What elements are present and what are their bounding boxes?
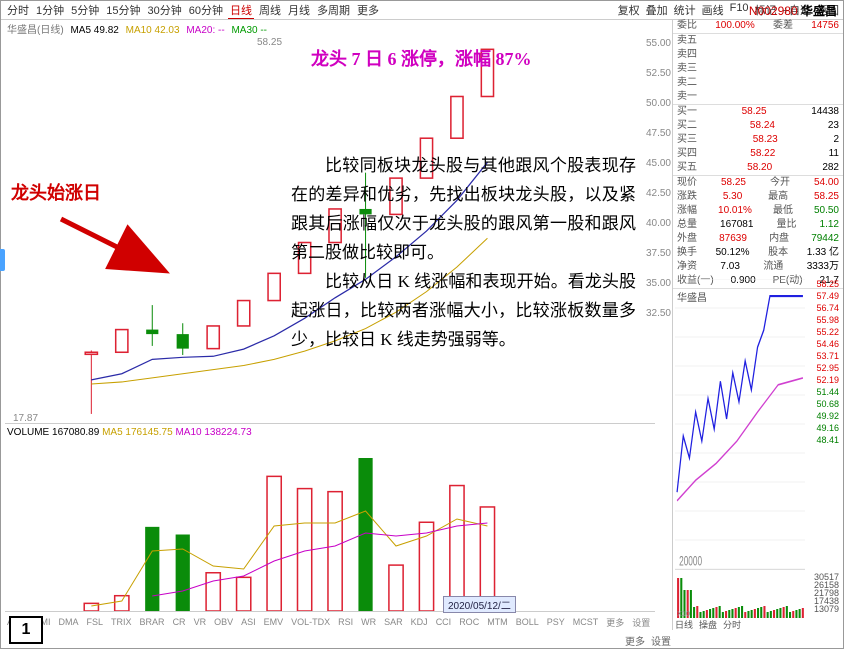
indicator-tabs: ACDDMIDMAFSLTRIXBRARCRVROBVASIEMVVOL-TDX…: [5, 614, 655, 630]
k-yaxis: 55.0052.5050.0047.5045.0042.5040.0037.50…: [639, 33, 673, 423]
indicator-PSY[interactable]: PSY: [545, 617, 567, 627]
timeframe-月线[interactable]: 月线: [286, 2, 312, 19]
mini-intraday-chart[interactable]: 20000: [675, 279, 805, 570]
timeframe-15分钟[interactable]: 15分钟: [104, 2, 142, 19]
annotation-body: 比较同板块龙头股与其他跟风个股表现存在的差异和优劣，先找出板块龙头股，以及紧跟其…: [291, 151, 636, 354]
timeframe-周线[interactable]: 周线: [257, 2, 283, 19]
indicator-WR[interactable]: WR: [359, 617, 378, 627]
indicator-VOL-TDX[interactable]: VOL-TDX: [289, 617, 332, 627]
annotation-title: 龙头 7 日 6 涨停，涨幅 87%: [311, 45, 532, 71]
quote-panel: 委比 100.00% 委差 14756 卖五卖四卖三卖二卖一 买一58.2514…: [672, 19, 843, 630]
indicator-RSI[interactable]: RSI: [336, 617, 355, 627]
timeframe-多周期[interactable]: 多周期: [315, 2, 352, 19]
toolbar-btn-统计[interactable]: 统计: [674, 2, 696, 18]
volume-header: VOLUME 167080.89 MA5 176145.75 MA10 1382…: [7, 427, 252, 438]
volume-chart[interactable]: [5, 441, 655, 612]
toolbar-btn-画线[interactable]: 画线: [702, 2, 724, 18]
date-indicator: 2020/05/12/二: [443, 596, 516, 613]
indicator-EMV[interactable]: EMV: [262, 617, 286, 627]
mini-volume-chart: X10: [675, 572, 805, 618]
indicator-KDJ[interactable]: KDJ: [409, 617, 430, 627]
indicator-TRIX[interactable]: TRIX: [109, 617, 134, 627]
annotation-label: 龙头始涨日: [11, 179, 101, 205]
indicator-更多[interactable]: 更多: [604, 616, 626, 629]
svg-text:20000: 20000: [679, 555, 702, 569]
indicator-CCI[interactable]: CCI: [434, 617, 454, 627]
stock-title: N002980 华盛昌: [749, 2, 837, 19]
indicator-ASI[interactable]: ASI: [239, 617, 258, 627]
mini-vol-yaxis: 3051726158217981743813079: [805, 572, 841, 618]
indicator-CR[interactable]: CR: [171, 617, 188, 627]
rp-bottom-tabs: 日线操盘分时: [675, 618, 841, 630]
timeframe-更多[interactable]: 更多: [355, 2, 381, 19]
timeframe-日线[interactable]: 日线: [228, 2, 254, 19]
toolbar-btn-复权[interactable]: 复权: [618, 2, 640, 18]
stock-code: 002980: [758, 4, 798, 18]
indicator-OBV[interactable]: OBV: [212, 617, 235, 627]
indicator-DMA[interactable]: DMA: [57, 617, 81, 627]
indicator-VR[interactable]: VR: [192, 617, 209, 627]
toolbar-btn-F10[interactable]: F10: [730, 2, 749, 18]
indicator-ROC[interactable]: ROC: [457, 617, 481, 627]
bottom-status: 更多 设置: [625, 632, 671, 648]
timeframe-5分钟[interactable]: 5分钟: [69, 2, 101, 19]
top-toolbar: 分时1分钟5分钟15分钟30分钟60分钟日线周线月线多周期更多 复权叠加统计画线…: [1, 1, 843, 20]
indicator-MCST[interactable]: MCST: [571, 617, 601, 627]
indicator-设置[interactable]: 设置: [630, 616, 652, 629]
indicator-MTM[interactable]: MTM: [485, 617, 510, 627]
page-number: 1: [9, 616, 43, 644]
mini-yaxis: 58.2557.4956.7455.9855.2254.4653.7152.95…: [805, 279, 841, 570]
stock-name: 华盛昌: [801, 4, 837, 18]
indicator-SAR[interactable]: SAR: [382, 617, 405, 627]
indicator-BOLL[interactable]: BOLL: [514, 617, 541, 627]
indicator-FSL[interactable]: FSL: [85, 617, 106, 627]
toolbar-btn-叠加[interactable]: 叠加: [646, 2, 668, 18]
timeframe-60分钟[interactable]: 60分钟: [187, 2, 225, 19]
svg-text:X10: X10: [677, 610, 690, 618]
timeframe-30分钟[interactable]: 30分钟: [146, 2, 184, 19]
stock-code-prefix: N: [749, 4, 758, 18]
timeframe-分时[interactable]: 分时: [5, 2, 31, 19]
indicator-BRAR[interactable]: BRAR: [138, 617, 167, 627]
timeframe-1分钟[interactable]: 1分钟: [34, 2, 66, 19]
